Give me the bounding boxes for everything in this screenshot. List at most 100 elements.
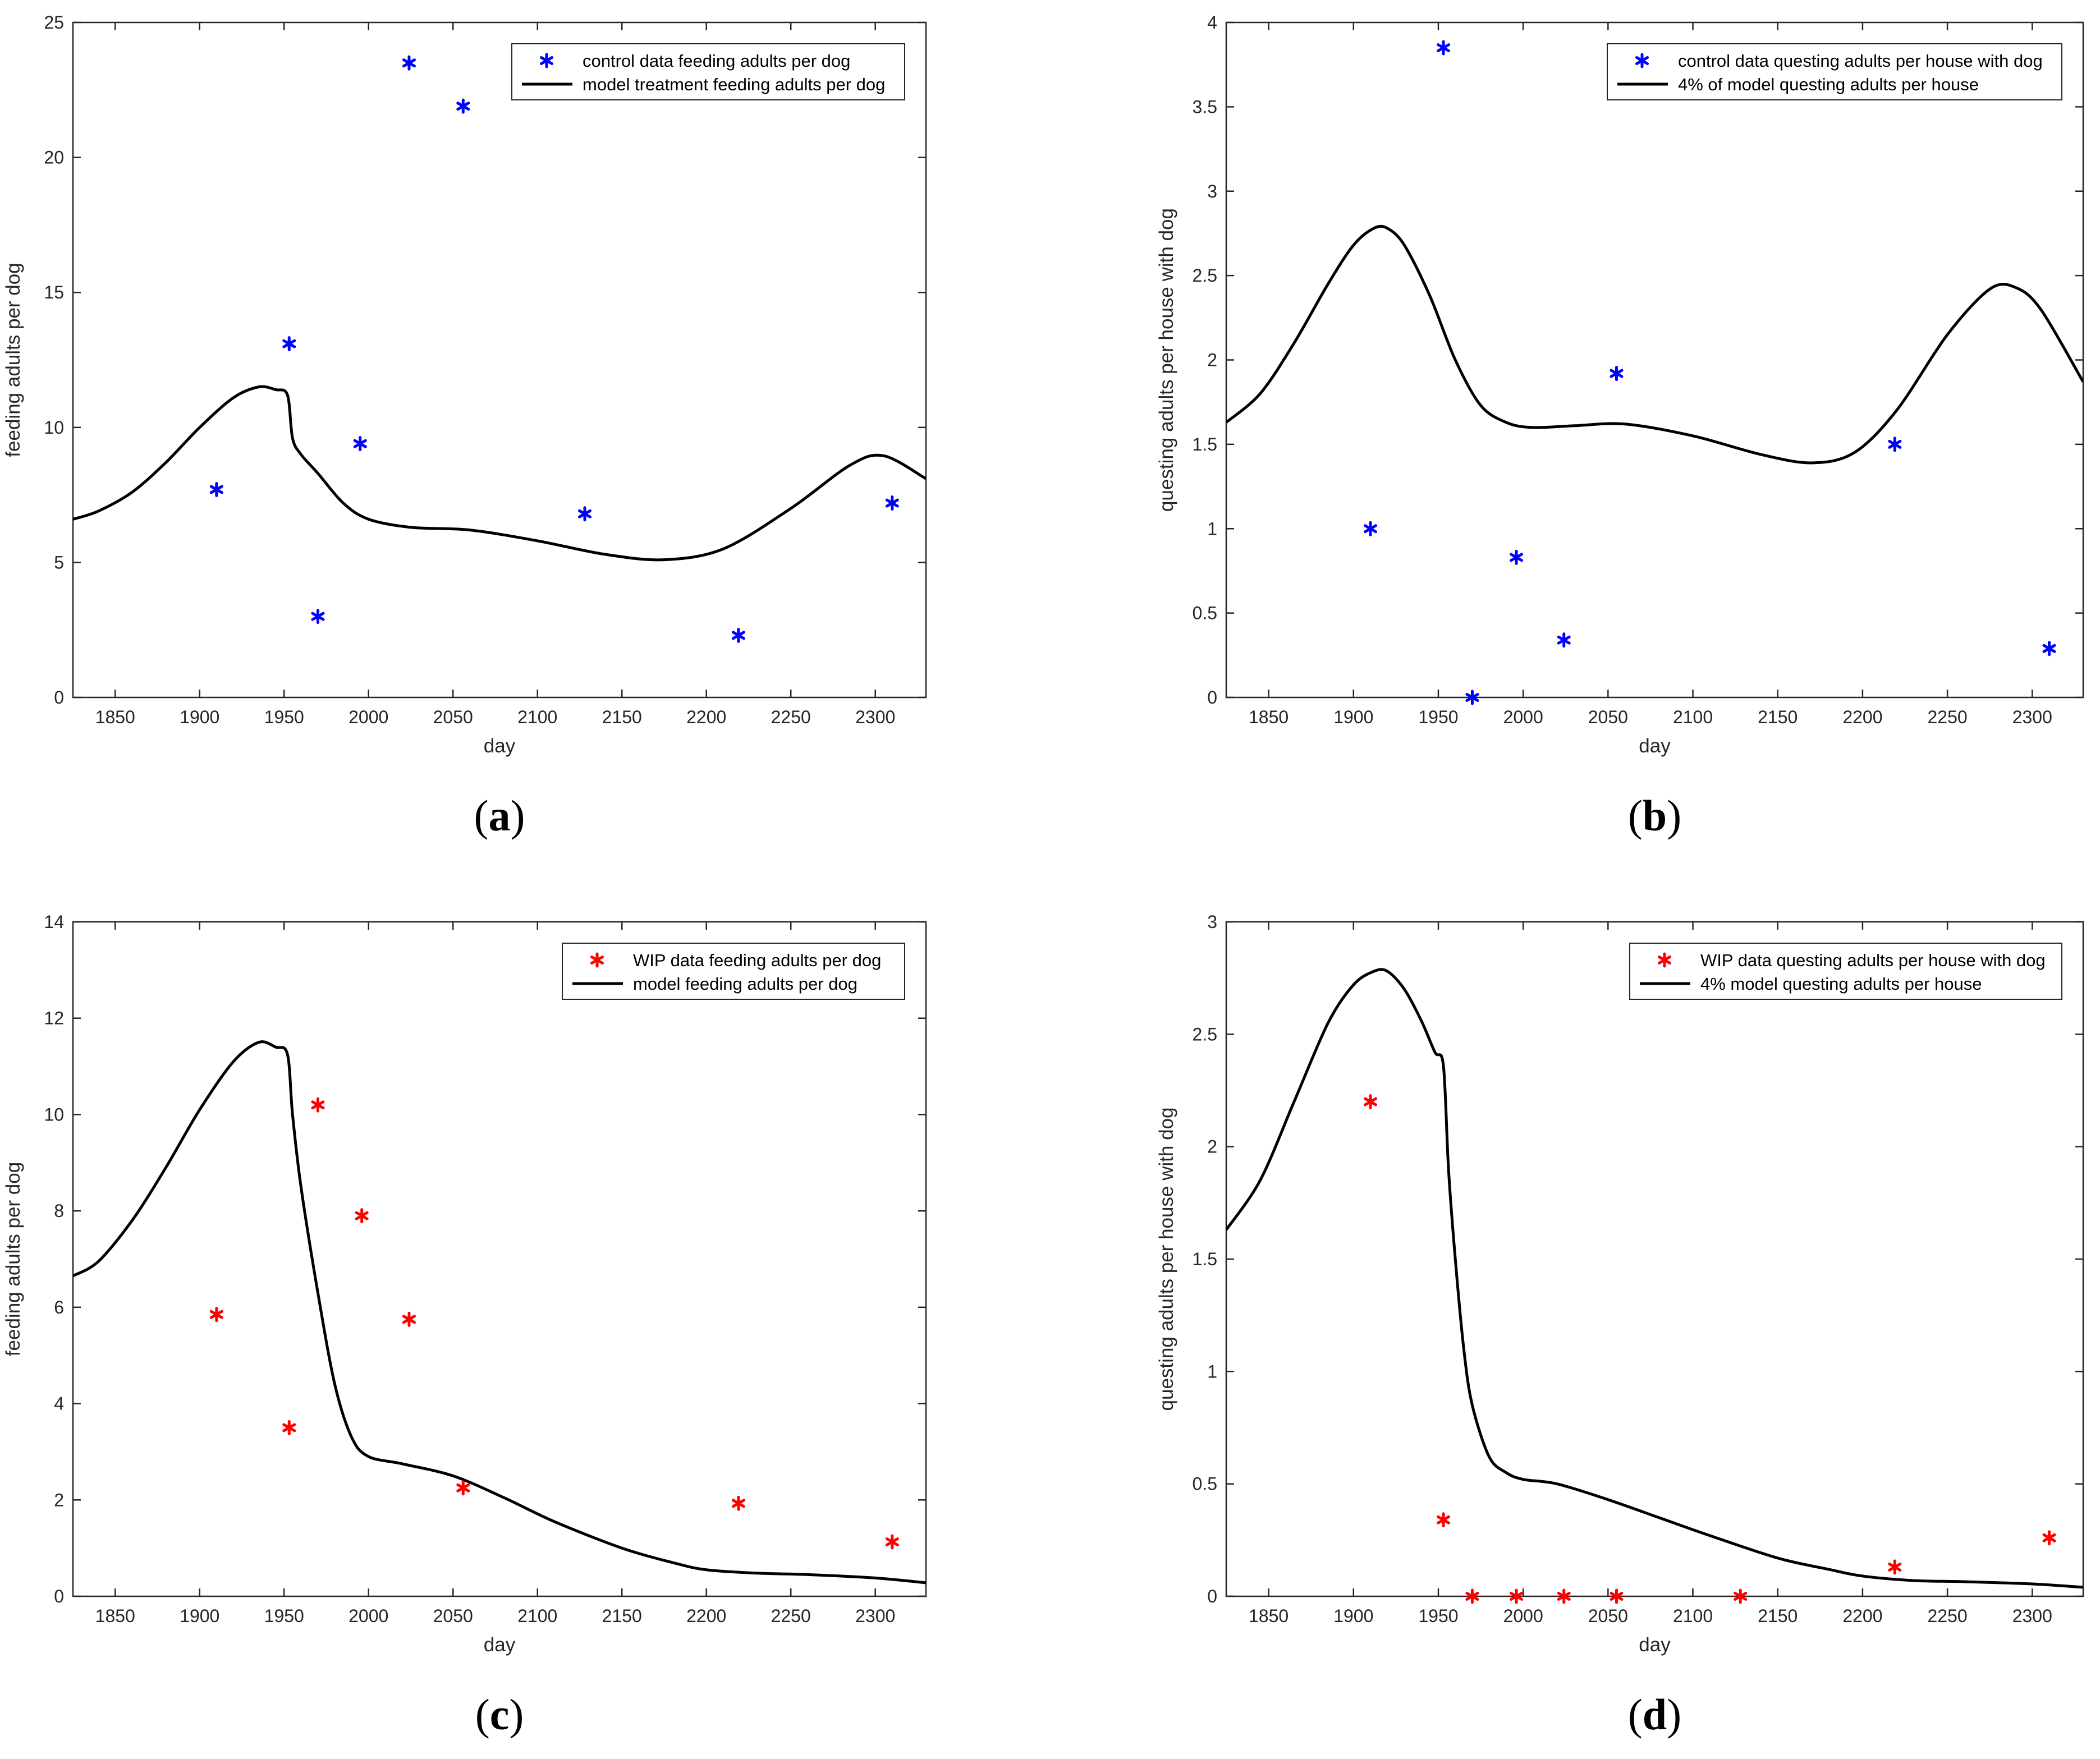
x-tick-label: 2300 (855, 707, 895, 727)
y-tick-label: 10 (44, 417, 64, 438)
data-point (731, 1495, 745, 1511)
y-tick-label: 0 (1207, 1586, 1217, 1606)
x-tick-label: 2150 (1758, 707, 1798, 727)
legend: control data feeding adults per dog model… (511, 43, 905, 100)
panel-label: (a) (474, 791, 525, 840)
y-axis-label: questing adults per house with dog (1156, 208, 1177, 512)
x-tick-label: 2000 (1503, 1606, 1543, 1626)
data-point (1363, 521, 1378, 536)
x-tick-label: 2150 (1758, 1606, 1798, 1626)
x-tick-label: 2150 (602, 1606, 642, 1626)
data-point (353, 436, 367, 452)
x-tick-label: 1900 (180, 707, 219, 727)
legend-marker (1657, 952, 1672, 968)
x-tick-label: 2250 (1928, 1606, 1968, 1626)
x-tick-label: 2000 (349, 1606, 388, 1626)
legend-label: control data questing adults per house w… (1678, 51, 2043, 71)
model-line (73, 385, 926, 562)
y-tick-label: 12 (44, 1008, 64, 1028)
x-tick-label: 1850 (1249, 707, 1289, 727)
model-line (1226, 224, 2083, 465)
panel-letter: b (1643, 791, 1667, 840)
y-tick-label: 3 (1207, 181, 1217, 201)
x-tick-label: 1950 (1418, 1606, 1458, 1626)
y-tick-label: 0 (54, 1586, 64, 1606)
y-axis-label: feeding adults per dog (2, 263, 24, 457)
legend: WIP data questing adults per house with … (1629, 943, 2062, 1000)
data-point (2042, 1530, 2056, 1546)
data-point (885, 495, 899, 511)
data-point (1888, 437, 1902, 452)
data-point (311, 1097, 325, 1113)
plot-area (72, 21, 927, 699)
data-point (311, 609, 325, 624)
x-tick-label: 1900 (1333, 1606, 1373, 1626)
plot-area (1225, 921, 2084, 1597)
y-tick-label: 4 (1207, 12, 1217, 33)
y-tick-label: 15 (44, 282, 64, 302)
x-tick-label: 1950 (1418, 707, 1458, 727)
data-point (1734, 1588, 1748, 1604)
x-tick-label: 1850 (95, 1606, 135, 1626)
y-tick-label: 1.5 (1193, 1249, 1217, 1269)
x-tick-label: 2200 (686, 1606, 726, 1626)
panel-label: (c) (475, 1690, 524, 1739)
legend: WIP data feeding adults per dog model fee… (562, 943, 905, 1000)
y-tick-label: 4 (54, 1394, 64, 1414)
y-tick-label: 0 (1207, 687, 1217, 708)
data-point (731, 627, 745, 643)
y-tick-label: 2 (1207, 1137, 1217, 1157)
x-tick-label: 2050 (433, 707, 473, 727)
x-axis-label: day (1639, 1634, 1671, 1656)
legend-marker (1635, 53, 1649, 68)
legend-label: control data feeding adults per dog (583, 51, 850, 71)
data-point (885, 1534, 899, 1550)
legend-marker (590, 952, 604, 968)
x-tick-label: 1950 (264, 707, 304, 727)
x-tick-label: 2100 (1673, 707, 1713, 727)
model-line (1226, 968, 2083, 1589)
chart-panel-a: 1850 1900 1950 2000 2050 2100 2150 2200 2250 2300… (2, 12, 927, 840)
x-tick-label: 1850 (95, 707, 135, 727)
x-tick-label: 2300 (2012, 707, 2052, 727)
data-point (1888, 1559, 1902, 1575)
model-line (73, 1040, 926, 1585)
y-tick-label: 0.5 (1193, 1474, 1217, 1494)
legend-box (562, 943, 905, 1000)
panel-label: (b) (1628, 791, 1681, 840)
legend-box (1607, 43, 2062, 100)
data-point (1465, 1588, 1479, 1604)
y-tick-label: 3.5 (1193, 97, 1217, 117)
data-point (402, 1311, 416, 1327)
y-axis-label: questing adults per house with dog (1156, 1108, 1177, 1411)
x-tick-label: 2050 (1588, 707, 1628, 727)
data-point (1363, 1094, 1378, 1110)
data-point (1557, 1588, 1571, 1604)
x-tick-label: 2050 (433, 1606, 473, 1626)
x-tick-label: 2300 (855, 1606, 895, 1626)
data-point (1610, 1588, 1624, 1604)
x-tick-label: 2250 (771, 1606, 811, 1626)
data-point (1510, 549, 1524, 565)
legend-label: 4% of model questing adults per house (1678, 75, 1979, 94)
chart-panel-c: 1850 1900 1950 2000 2050 2100 2150 2200 2250 2300… (2, 912, 927, 1739)
x-tick-label: 2000 (349, 707, 388, 727)
y-tick-label: 3 (1207, 912, 1217, 932)
x-tick-label: 2200 (1842, 1606, 1882, 1626)
data-point (209, 1307, 223, 1322)
data-point (577, 506, 592, 522)
x-tick-label: 2200 (1842, 707, 1882, 727)
legend-box (1629, 943, 2062, 1000)
legend-box (511, 43, 905, 100)
data-point (456, 98, 470, 114)
x-tick-label: 1900 (180, 1606, 219, 1626)
y-tick-label: 1.5 (1193, 434, 1217, 454)
plot-area (72, 921, 927, 1597)
y-axis-label: feeding adults per dog (2, 1162, 24, 1356)
data-point (1465, 690, 1479, 705)
x-tick-label: 2100 (517, 1606, 557, 1626)
data-point (355, 1208, 369, 1224)
y-tick-label: 2.5 (1193, 1024, 1217, 1044)
x-tick-label: 2250 (771, 707, 811, 727)
